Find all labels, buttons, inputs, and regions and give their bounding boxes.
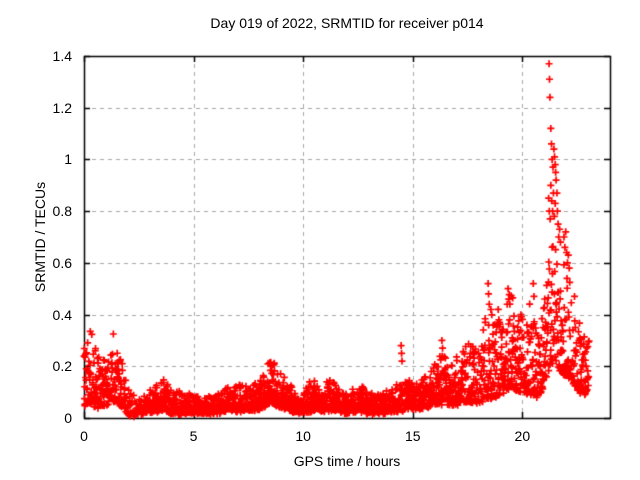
gnuplot-figure: { "chart_data": { "type": "scatter", "ti… [0,0,640,480]
plot-area [0,0,640,480]
